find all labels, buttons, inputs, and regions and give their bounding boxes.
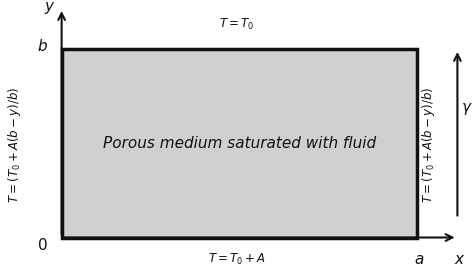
Text: Porous medium saturated with fluid: Porous medium saturated with fluid — [103, 136, 376, 151]
Text: $\gamma$: $\gamma$ — [461, 101, 473, 117]
Text: b: b — [38, 39, 47, 54]
Bar — [62, 49, 417, 238]
Text: $T=T_0$: $T=T_0$ — [219, 17, 255, 32]
Text: $y$: $y$ — [44, 0, 55, 16]
Text: a: a — [415, 252, 424, 267]
Text: $T=(T_0+A(b-y)/b)$: $T=(T_0+A(b-y)/b)$ — [420, 87, 438, 203]
Text: $T=(T_0+A(b-y)/b)$: $T=(T_0+A(b-y)/b)$ — [6, 87, 23, 203]
Text: $x$: $x$ — [454, 252, 465, 267]
Text: 0: 0 — [38, 238, 47, 253]
Text: $T=T_0+A$: $T=T_0+A$ — [208, 252, 266, 267]
